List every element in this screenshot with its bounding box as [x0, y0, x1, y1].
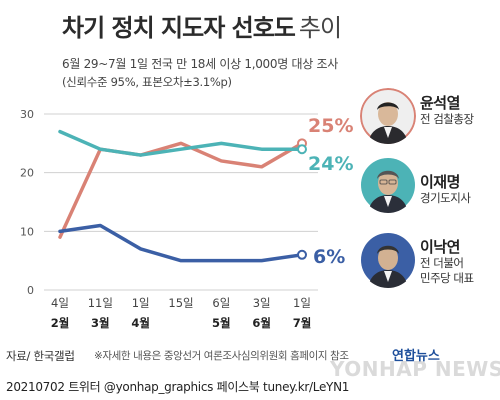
series-line-0	[58, 141, 304, 239]
logo-text: 연합뉴스	[392, 349, 440, 364]
x-month-label: 7월	[293, 316, 312, 330]
candidate-name: 윤석열	[420, 94, 460, 112]
candidate-card-lee-ny: 이낙연 전 더불어 민주당 대표	[360, 232, 500, 312]
candidate-role: 전 검찰총장	[420, 112, 474, 126]
x-tick-label: 1일	[293, 296, 311, 310]
x-month-label: 4월	[131, 316, 150, 330]
survey-subtitle: 6월 29~7월 1일 전국 만 18세 이상 1,000명 대상 조사	[62, 57, 338, 71]
avatar	[360, 88, 416, 144]
y-tick-label: 20	[20, 167, 34, 180]
series-end-label: 24%	[308, 153, 353, 175]
candidate-role: 경기도지사	[420, 191, 471, 205]
x-tick-label: 3일	[253, 296, 271, 310]
x-month-label: 6월	[252, 316, 271, 330]
survey-confidence: (신뢰수준 95%, 표본오차±3.1%p)	[62, 75, 232, 89]
portrait-yoon	[360, 88, 416, 144]
y-tick-label: 10	[20, 225, 34, 238]
x-month-label: 5월	[212, 316, 231, 330]
y-tick-label: 0	[27, 284, 34, 297]
credit-line: 20210702 트위터 @yonhap_graphics 페이스북 tuney…	[6, 380, 350, 394]
portrait-lee-ny	[360, 232, 416, 288]
candidate-card-lee-jm: 이재명 경기도지사	[360, 157, 500, 237]
x-tick-label: 6일	[212, 296, 230, 310]
portrait-lee-jm	[360, 157, 416, 213]
candidate-role: 전 더불어 민주당 대표	[420, 256, 474, 286]
series-end-label: 25%	[308, 115, 353, 137]
x-tick-label: 1일	[132, 296, 150, 310]
series-line-1	[58, 129, 304, 157]
series-end-label: 6%	[313, 246, 345, 268]
x-tick-label: 15일	[168, 296, 193, 310]
candidate-role-line1: 전 더불어	[420, 256, 464, 270]
avatar	[361, 233, 415, 288]
yonhap-logo: 연합뉴스	[392, 345, 440, 364]
title-main: 차기 정치 지도자 선호도	[62, 14, 296, 42]
source-label: 자료/ 한국갤럽	[6, 349, 75, 363]
title-suffix: 추이	[298, 14, 342, 42]
series-end-point	[297, 249, 307, 260]
avatar	[361, 158, 415, 213]
x-month-label: 3월	[91, 316, 110, 330]
y-tick-label: 30	[20, 108, 34, 121]
series-line-2	[58, 223, 304, 263]
candidate-name: 이재명	[420, 173, 460, 191]
x-month-label: 2월	[51, 316, 70, 330]
watermark: YONHAP NEWS	[330, 357, 500, 381]
page-title: 차기 정치 지도자 선호도 추이	[62, 8, 342, 43]
footnote: ※자세한 내용은 중앙선거 여론조사심의위원회 홈페이지 참조	[94, 350, 349, 362]
x-tick-label: 4일	[51, 296, 69, 310]
x-tick-label: 11일	[88, 296, 113, 310]
series-end-point	[297, 144, 307, 155]
candidate-card-yoon: 윤석열 전 검찰총장	[360, 88, 500, 168]
candidate-name: 이낙연	[420, 238, 460, 256]
candidate-role-line2: 민주당 대표	[420, 271, 474, 285]
